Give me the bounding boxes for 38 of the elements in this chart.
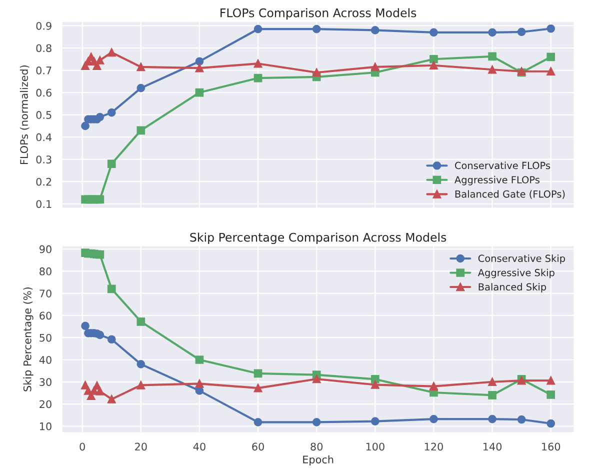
legend-label: Aggressive FLOPs (454, 176, 540, 186)
y-tick-label: 0.2 (36, 178, 52, 186)
y-tick-label: 40 (39, 356, 52, 364)
y-tick-label: 0.5 (36, 111, 52, 119)
legend-label: Aggressive Skip (478, 268, 554, 278)
legend-label: Balanced Skip (478, 283, 546, 292)
y-tick-label: 0.9 (36, 22, 52, 30)
x-tick-label: 0 (80, 442, 85, 451)
y-tick-label: 70 (40, 290, 52, 298)
y-tick-label: 10 (40, 422, 52, 430)
x-tick-label: 160 (542, 442, 560, 451)
y-tick-label: 0.7 (36, 66, 52, 74)
x-tick-label: 140 (483, 442, 502, 451)
y-tick-label: 0.6 (36, 88, 52, 97)
x-axis-title: Epoch (303, 455, 334, 466)
legend-label: Balanced Gate (FLOPs) (455, 190, 565, 199)
y-tick-label: 0.3 (36, 156, 52, 164)
y-tick-label: 0.1 (36, 200, 52, 208)
y-tick-label: 0.8 (36, 44, 52, 52)
y-tick-label: 20 (40, 400, 52, 408)
x-tick-label: 60 (252, 442, 264, 451)
y-axis-title: FLOPs (normalized) (20, 65, 30, 164)
y-tick-label: 90 (40, 245, 52, 254)
legend-label: Conservative Skip (478, 254, 565, 264)
x-tick-label: 80 (310, 442, 323, 451)
y-tick-label: 50 (40, 334, 52, 342)
y-tick-label: 30 (40, 378, 52, 386)
x-tick-label: 100 (366, 442, 384, 451)
chart-title: FLOPs Comparison Across Models (220, 8, 416, 20)
y-tick-label: 80 (40, 267, 52, 276)
x-tick-label: 120 (424, 442, 443, 451)
chart-title: Skip Percentage Comparison Across Models (190, 232, 446, 244)
y-axis-title: Skip Percentage (%) (23, 287, 34, 392)
legend-label: Conservative FLOPs (455, 162, 550, 170)
y-tick-label: 60 (40, 312, 52, 320)
y-tick-label: 0.4 (36, 133, 52, 142)
x-tick-label: 20 (135, 442, 147, 451)
x-tick-label: 40 (193, 442, 206, 451)
